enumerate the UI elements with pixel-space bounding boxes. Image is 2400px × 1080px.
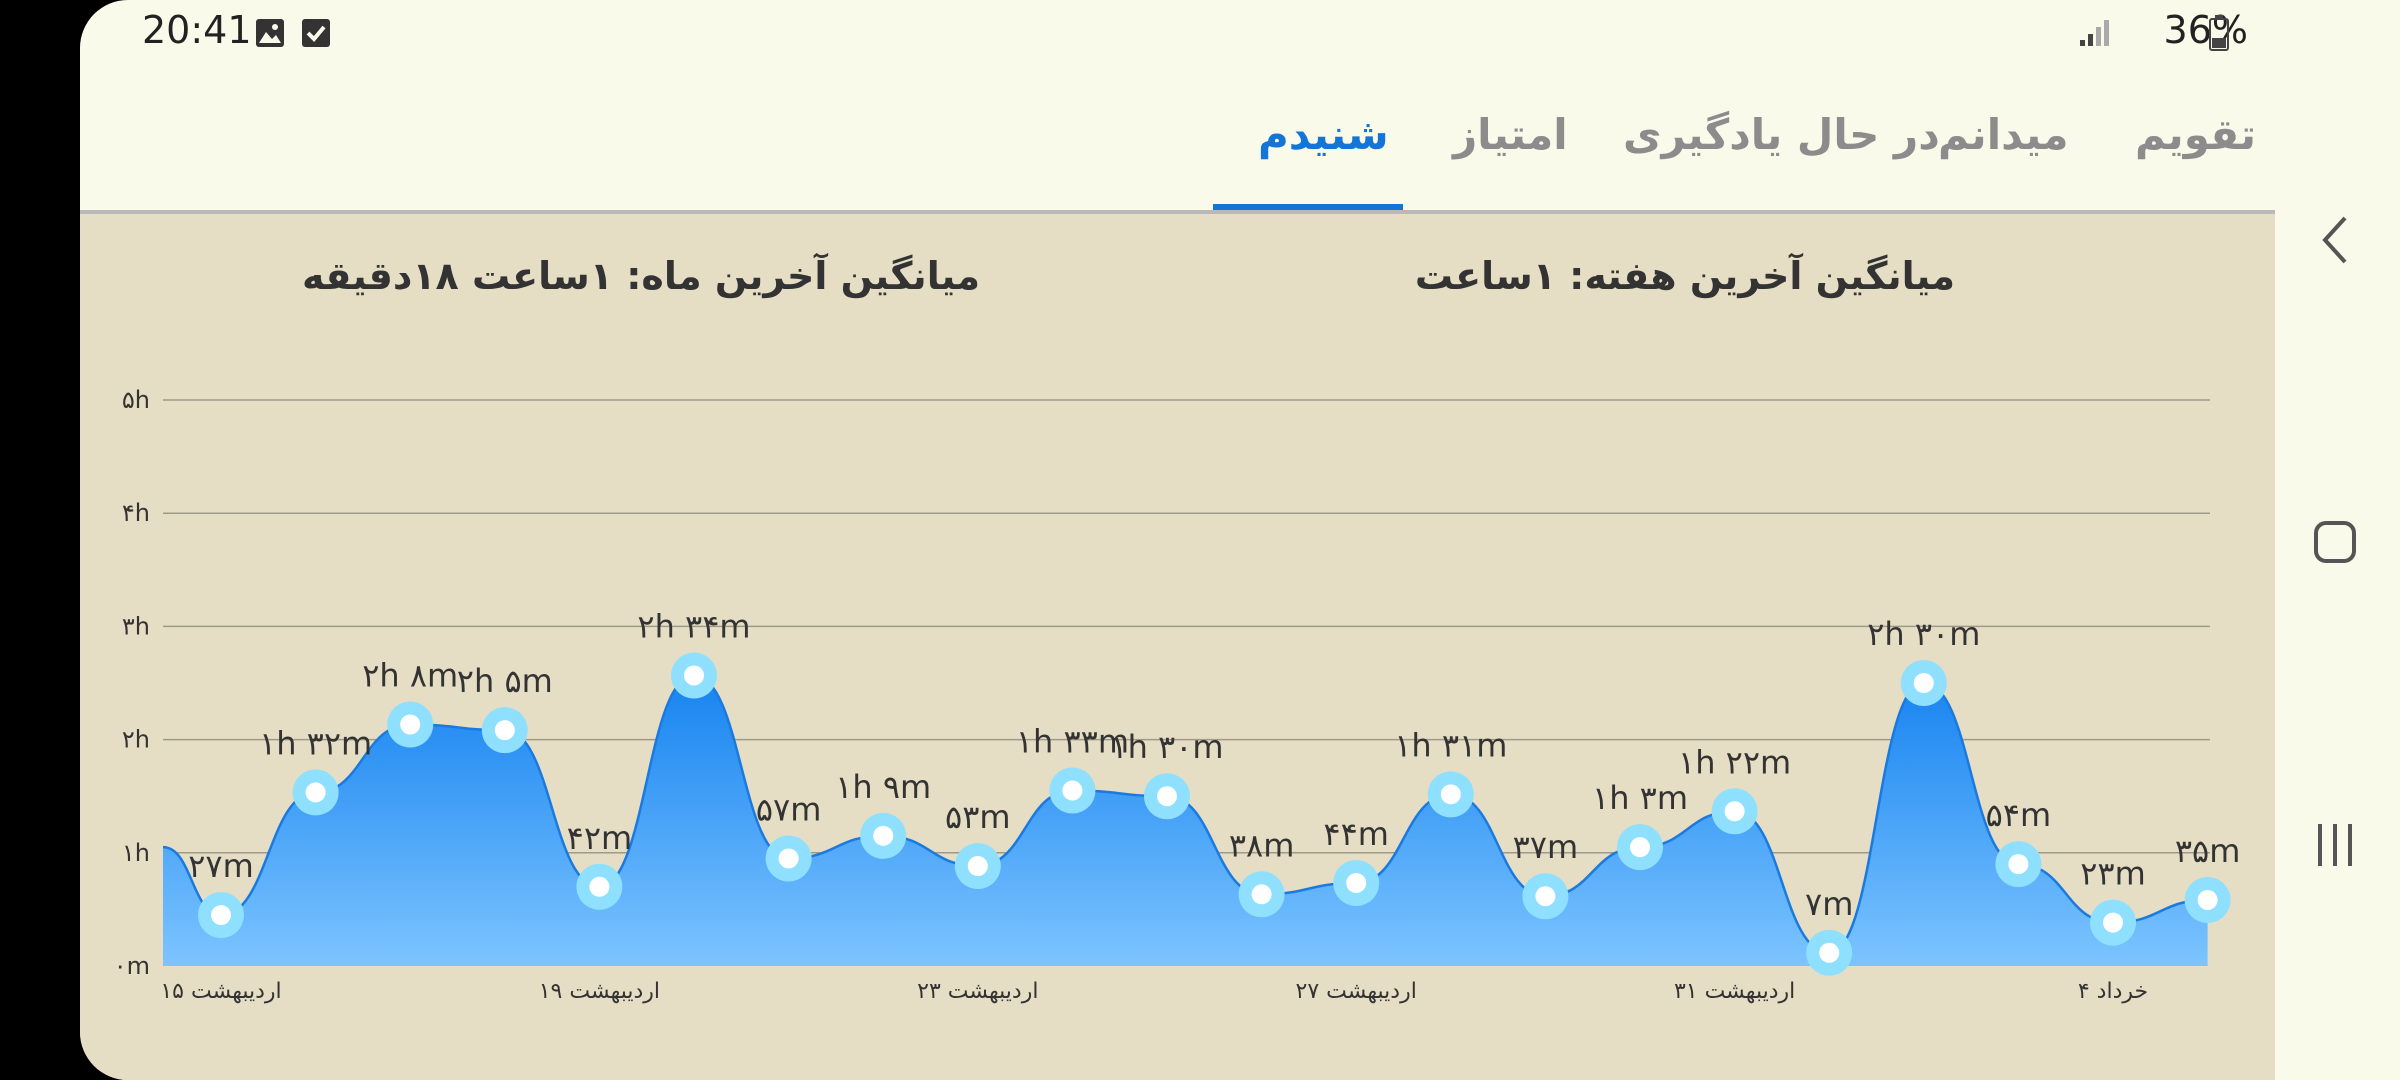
x-tick-label: ۱۵ اردیبهشت [160, 979, 281, 1004]
tab-heard[interactable]: شنیدم [1258, 110, 1389, 159]
tab-bar: تقویم میدانم در حال یادگیری امتیاز شنیدم [80, 70, 2275, 214]
gallery-icon [256, 19, 284, 47]
data-label: ۱h ۲۲m [1678, 743, 1791, 781]
y-tick-label: ۳h [122, 612, 150, 640]
area-series [162, 674, 2208, 966]
data-point[interactable] [1333, 859, 1380, 906]
data-label: ۱h ۳۲m [259, 724, 372, 762]
data-point[interactable] [1049, 767, 1096, 814]
data-label: ۲h ۵m [457, 662, 553, 700]
data-point[interactable] [387, 701, 434, 748]
y-tick-label: ۱h [122, 839, 150, 867]
data-point[interactable] [1144, 773, 1190, 820]
data-point[interactable] [1900, 660, 1947, 706]
signal-icon [2080, 20, 2109, 46]
data-label: ۲h ۳۴m [637, 607, 750, 645]
data-label: ۱h ۹m [835, 768, 931, 806]
y-tick-label: ۵h [122, 386, 150, 414]
data-label: ۷m [1805, 885, 1853, 923]
x-tick-label: ۱۹ اردیبهشت [539, 979, 660, 1004]
checkbox-notification-icon [302, 19, 330, 47]
data-point[interactable] [1617, 824, 1663, 871]
monthly-average: میانگین آخرین ماه: ۱ساعت ۱۸دقیقه [302, 254, 980, 298]
data-label: ۴۴m [1323, 815, 1389, 853]
home-icon[interactable] [2313, 520, 2357, 564]
data-point[interactable] [1711, 788, 1758, 835]
active-tab-indicator [1213, 204, 1403, 210]
data-label: ۵۷m [756, 790, 822, 828]
data-label: ۵۴m [1986, 796, 2052, 834]
app-screen: 20:41 36% تقویم میدانم در حال یادگیری ام… [80, 0, 2400, 1080]
data-point[interactable] [2184, 876, 2231, 923]
x-tick-label: ۳۱ اردیبهشت [1674, 979, 1795, 1004]
battery-icon [2209, 15, 2229, 51]
data-label: ۳۸m [1229, 826, 1295, 864]
data-point[interactable] [2090, 899, 2136, 946]
status-time: 20:41 [142, 8, 252, 52]
data-point[interactable] [576, 863, 623, 910]
data-label: ۴۲m [567, 819, 633, 857]
data-point[interactable] [1522, 873, 1569, 920]
y-tick-label: ۴h [122, 499, 150, 527]
area-fill [163, 675, 2208, 966]
tab-score[interactable]: امتیاز [1453, 110, 1568, 159]
weekly-average: میانگین آخرین هفته: ۱ساعت [1414, 254, 1955, 298]
tab-known[interactable]: میدانم [1938, 110, 2069, 159]
data-point[interactable] [1995, 841, 2042, 888]
data-point[interactable] [1427, 771, 1474, 818]
x-axis-labels: ۱۵ اردیبهشت ۱۹ اردیبهشت ۲۳ اردیبهشت ۲۷ اردی… [160, 979, 2148, 1004]
data-label: ۳۷m [1513, 828, 1579, 866]
battery-level: 36% [2163, 8, 2248, 52]
x-tick-label: ۲۷ اردیبهشت [1296, 979, 1417, 1004]
data-label: ۳۵m [2175, 832, 2241, 870]
data-points [198, 652, 2231, 976]
data-label: ۱h ۳۳m [1016, 723, 1129, 761]
data-label: ۱h ۳۱m [1394, 726, 1507, 764]
tab-learning[interactable]: در حال یادگیری [1623, 110, 1940, 159]
data-point[interactable] [860, 812, 907, 859]
data-label: ۵۳m [945, 798, 1011, 836]
data-point[interactable] [292, 769, 339, 816]
x-tick-label: ۴ خرداد [2078, 979, 2148, 1004]
y-tick-label: ۰m [114, 952, 150, 980]
tab-calendar[interactable]: تقویم [2135, 110, 2257, 159]
y-axis-labels: ۰m ۱h ۲h ۳h ۴h ۵h [114, 386, 150, 980]
recent-apps-icon[interactable] [2315, 822, 2355, 868]
status-bar: 20:41 36% [80, 0, 2400, 70]
data-point[interactable] [765, 835, 812, 882]
data-label: ۲۳m [2080, 855, 2146, 893]
data-label: ۱h ۳۰m [1110, 728, 1223, 766]
data-label: ۲h ۳۰m [1867, 615, 1980, 653]
data-label: ۱h ۳m [1592, 779, 1688, 817]
back-icon[interactable] [2315, 212, 2355, 268]
x-tick-label: ۲۳ اردیبهشت [917, 979, 1038, 1004]
data-label: ۲۷m [188, 847, 254, 885]
y-tick-label: ۲h [122, 726, 150, 754]
data-label: ۲h ۸m [362, 657, 458, 695]
data-point[interactable] [481, 707, 528, 754]
data-point[interactable] [954, 843, 1001, 890]
navigation-bar [2275, 0, 2400, 1080]
data-point[interactable] [671, 652, 717, 699]
data-point[interactable] [1238, 871, 1285, 918]
data-point[interactable] [1806, 929, 1853, 976]
data-point[interactable] [198, 892, 244, 939]
